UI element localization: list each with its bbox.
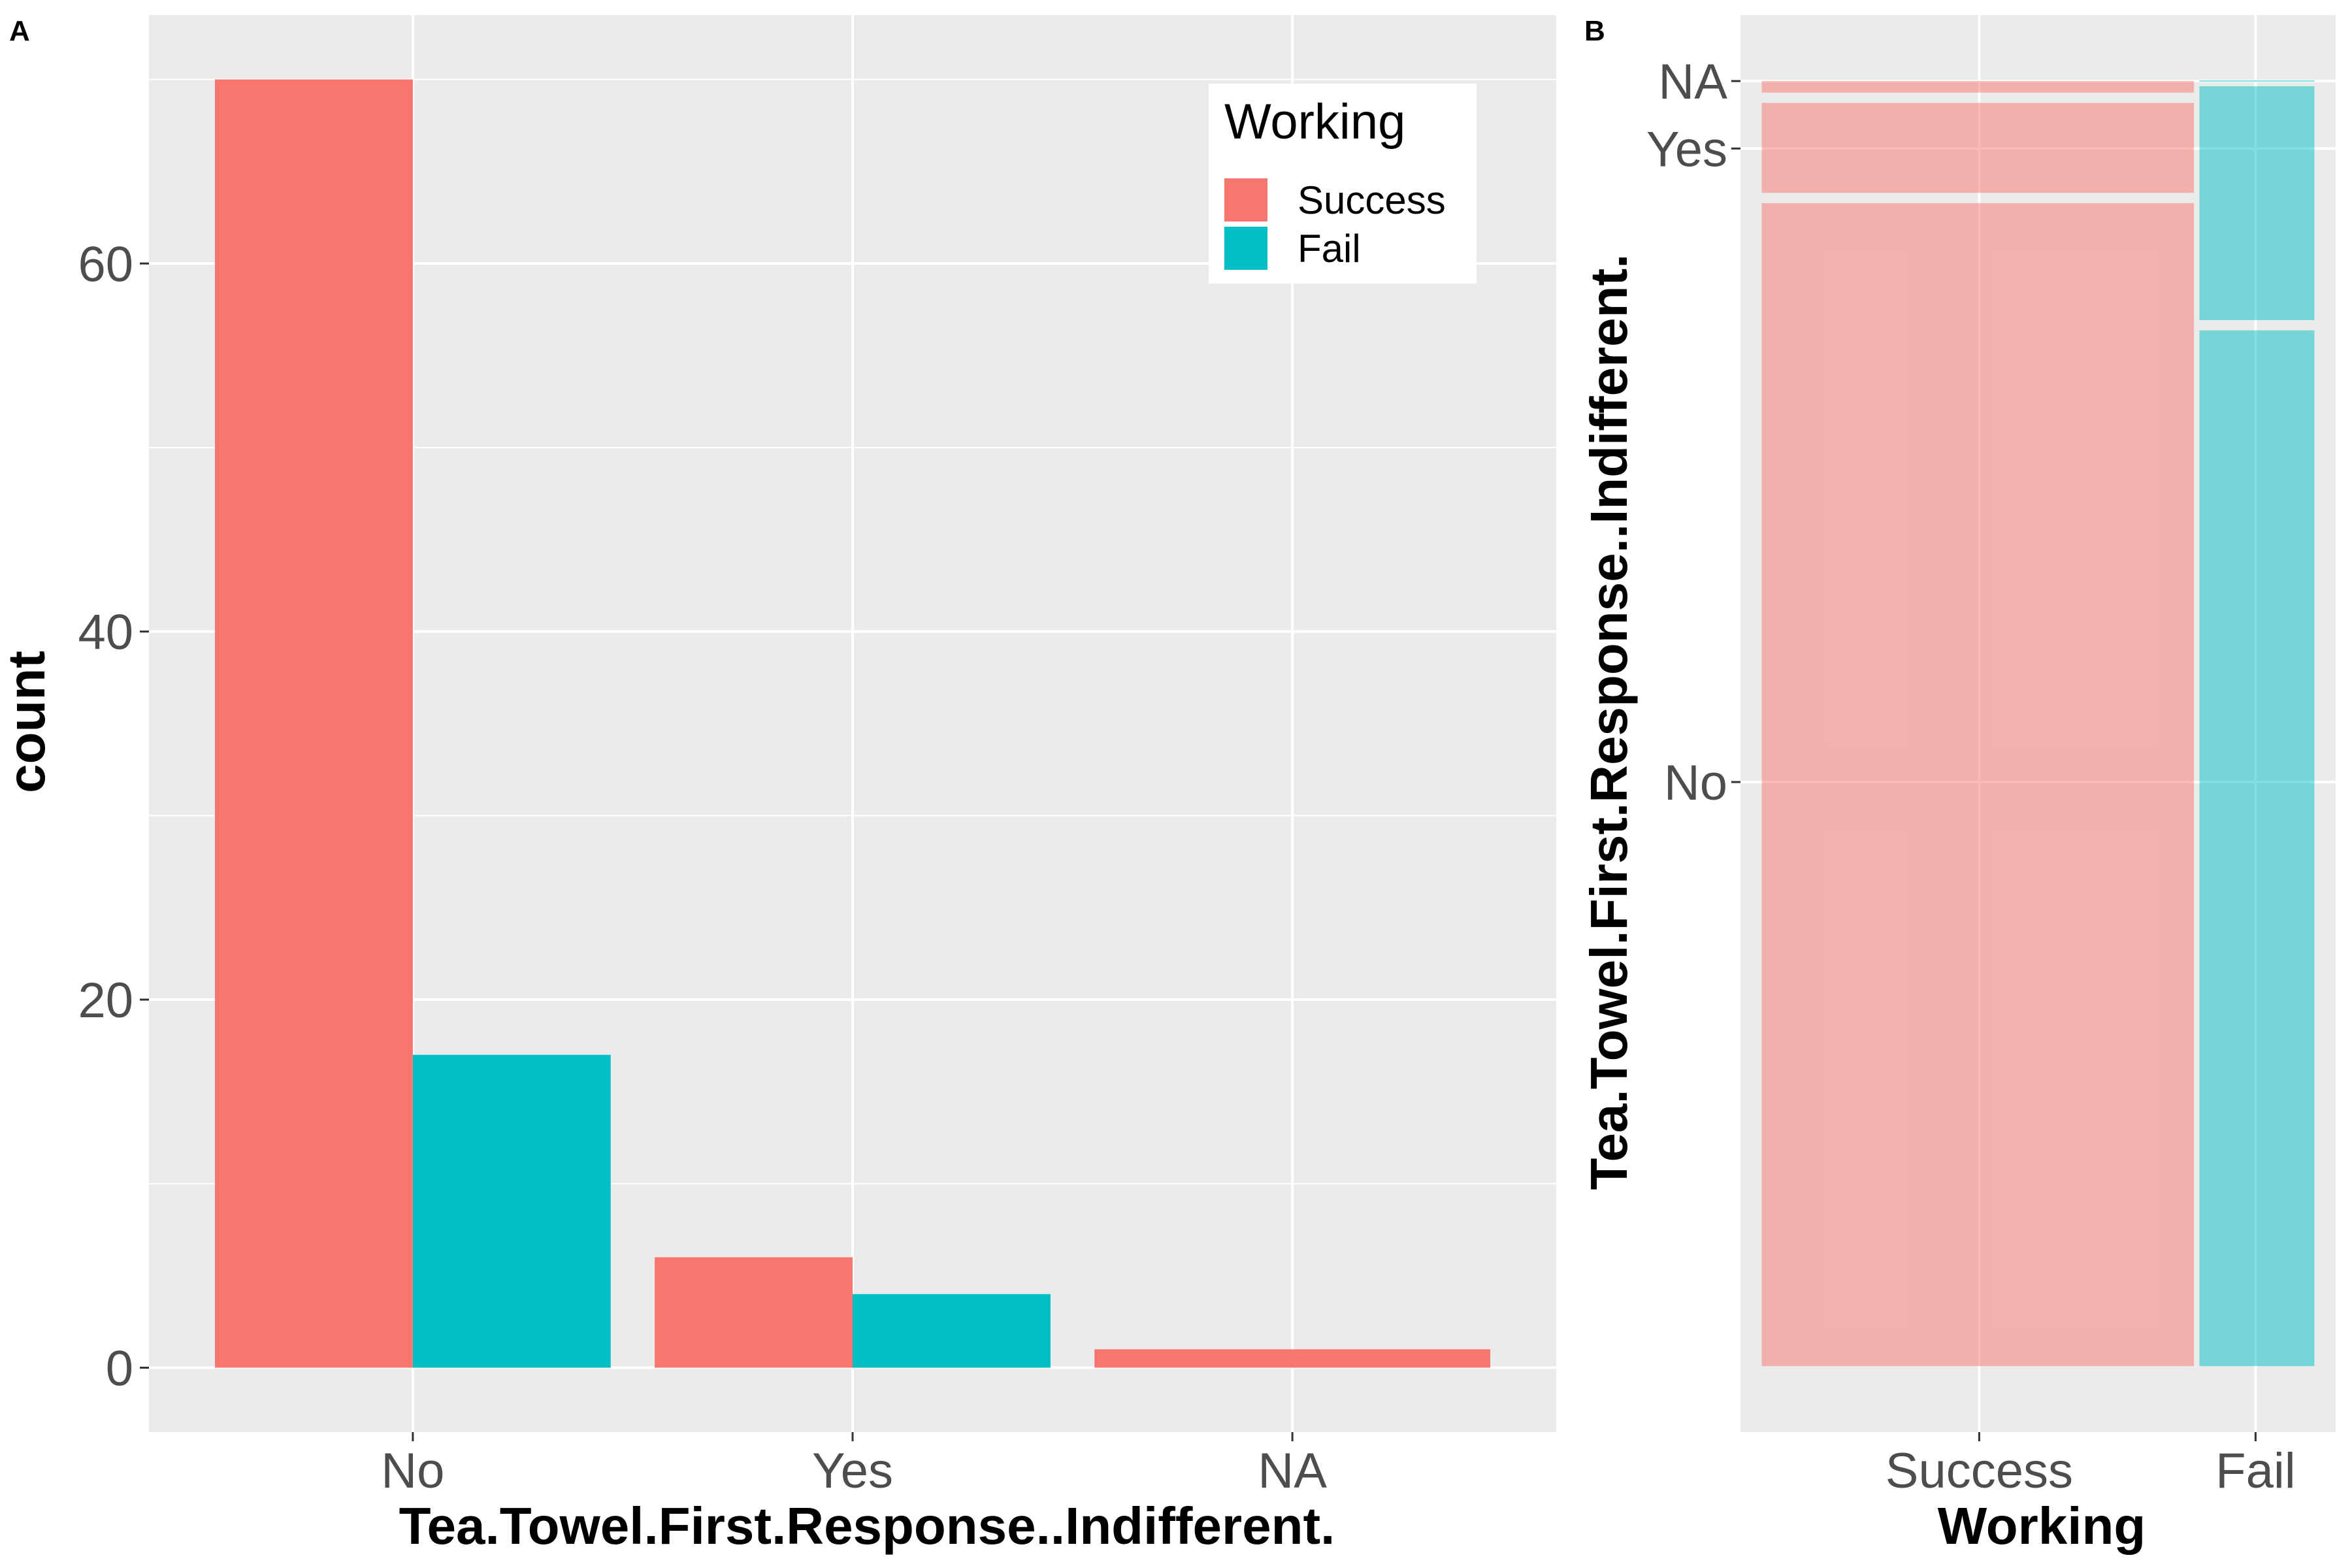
bar-fail-no bbox=[412, 1054, 611, 1368]
tile-success-yes bbox=[1761, 103, 2195, 193]
bar-success-no bbox=[214, 79, 413, 1368]
legend-title: Working bbox=[1224, 94, 1405, 150]
panel-a-bars bbox=[214, 79, 1491, 1368]
y-tick-label: 40 bbox=[78, 605, 133, 661]
panel-b-x-axis: Success Fail bbox=[1886, 1432, 2296, 1499]
y-tick-label: Yes bbox=[1646, 122, 1727, 177]
tile-fail-na bbox=[2199, 80, 2315, 82]
x-tick-label: Fail bbox=[2215, 1443, 2295, 1499]
y-tick-label: NA bbox=[1658, 54, 1727, 110]
tile-fail-no bbox=[2199, 330, 2315, 1366]
panel-b-y-axis: No Yes NA bbox=[1646, 54, 1740, 811]
panel-b-y-axis-title: Tea.Towel.First.Response..Indifferent. bbox=[1580, 254, 1638, 1190]
panel-b-x-axis-title: Working bbox=[1938, 1497, 2146, 1555]
y-tick-label: 0 bbox=[106, 1341, 133, 1396]
panel-a-y-axis: 0 20 40 60 bbox=[78, 237, 149, 1396]
panel-a-x-axis-title: Tea.Towel.First.Response..Indifferent. bbox=[399, 1497, 1335, 1555]
tile-fail-yes bbox=[2199, 86, 2315, 320]
panel-a-tag: A bbox=[9, 15, 30, 47]
panel-a: A 0 20 40 60 No Yes NA Tea.Towel.First.Respon… bbox=[0, 15, 1556, 1555]
x-tick-label: No bbox=[381, 1443, 444, 1499]
panel-b-tag: B bbox=[1584, 15, 1605, 47]
y-tick-label: No bbox=[1664, 755, 1727, 811]
panel-b-tiles bbox=[1761, 80, 2315, 1366]
bar-success-na bbox=[1094, 1349, 1491, 1368]
x-tick-label: Success bbox=[1886, 1443, 2073, 1499]
tile-success-no bbox=[1761, 203, 2195, 1366]
x-tick-label: Yes bbox=[812, 1443, 893, 1499]
tile-success-na bbox=[1761, 81, 2195, 93]
x-tick-label: NA bbox=[1258, 1443, 1327, 1499]
legend-label-fail: Fail bbox=[1298, 227, 1361, 270]
legend: Working Success Fail bbox=[1209, 84, 1477, 284]
y-tick-label: 60 bbox=[78, 237, 133, 292]
bar-fail-yes bbox=[853, 1294, 1051, 1368]
panel-a-x-axis: No Yes NA bbox=[381, 1432, 1327, 1499]
y-tick-label: 20 bbox=[78, 973, 133, 1028]
panel-b: B No Yes NA Success Fail Working Tea.Towel.… bbox=[1580, 15, 2336, 1555]
bar-success-yes bbox=[655, 1257, 853, 1368]
legend-label-success: Success bbox=[1298, 178, 1446, 222]
legend-key-success bbox=[1224, 178, 1267, 221]
panel-a-y-axis-title: count bbox=[0, 651, 56, 793]
legend-key-fail bbox=[1224, 227, 1267, 270]
